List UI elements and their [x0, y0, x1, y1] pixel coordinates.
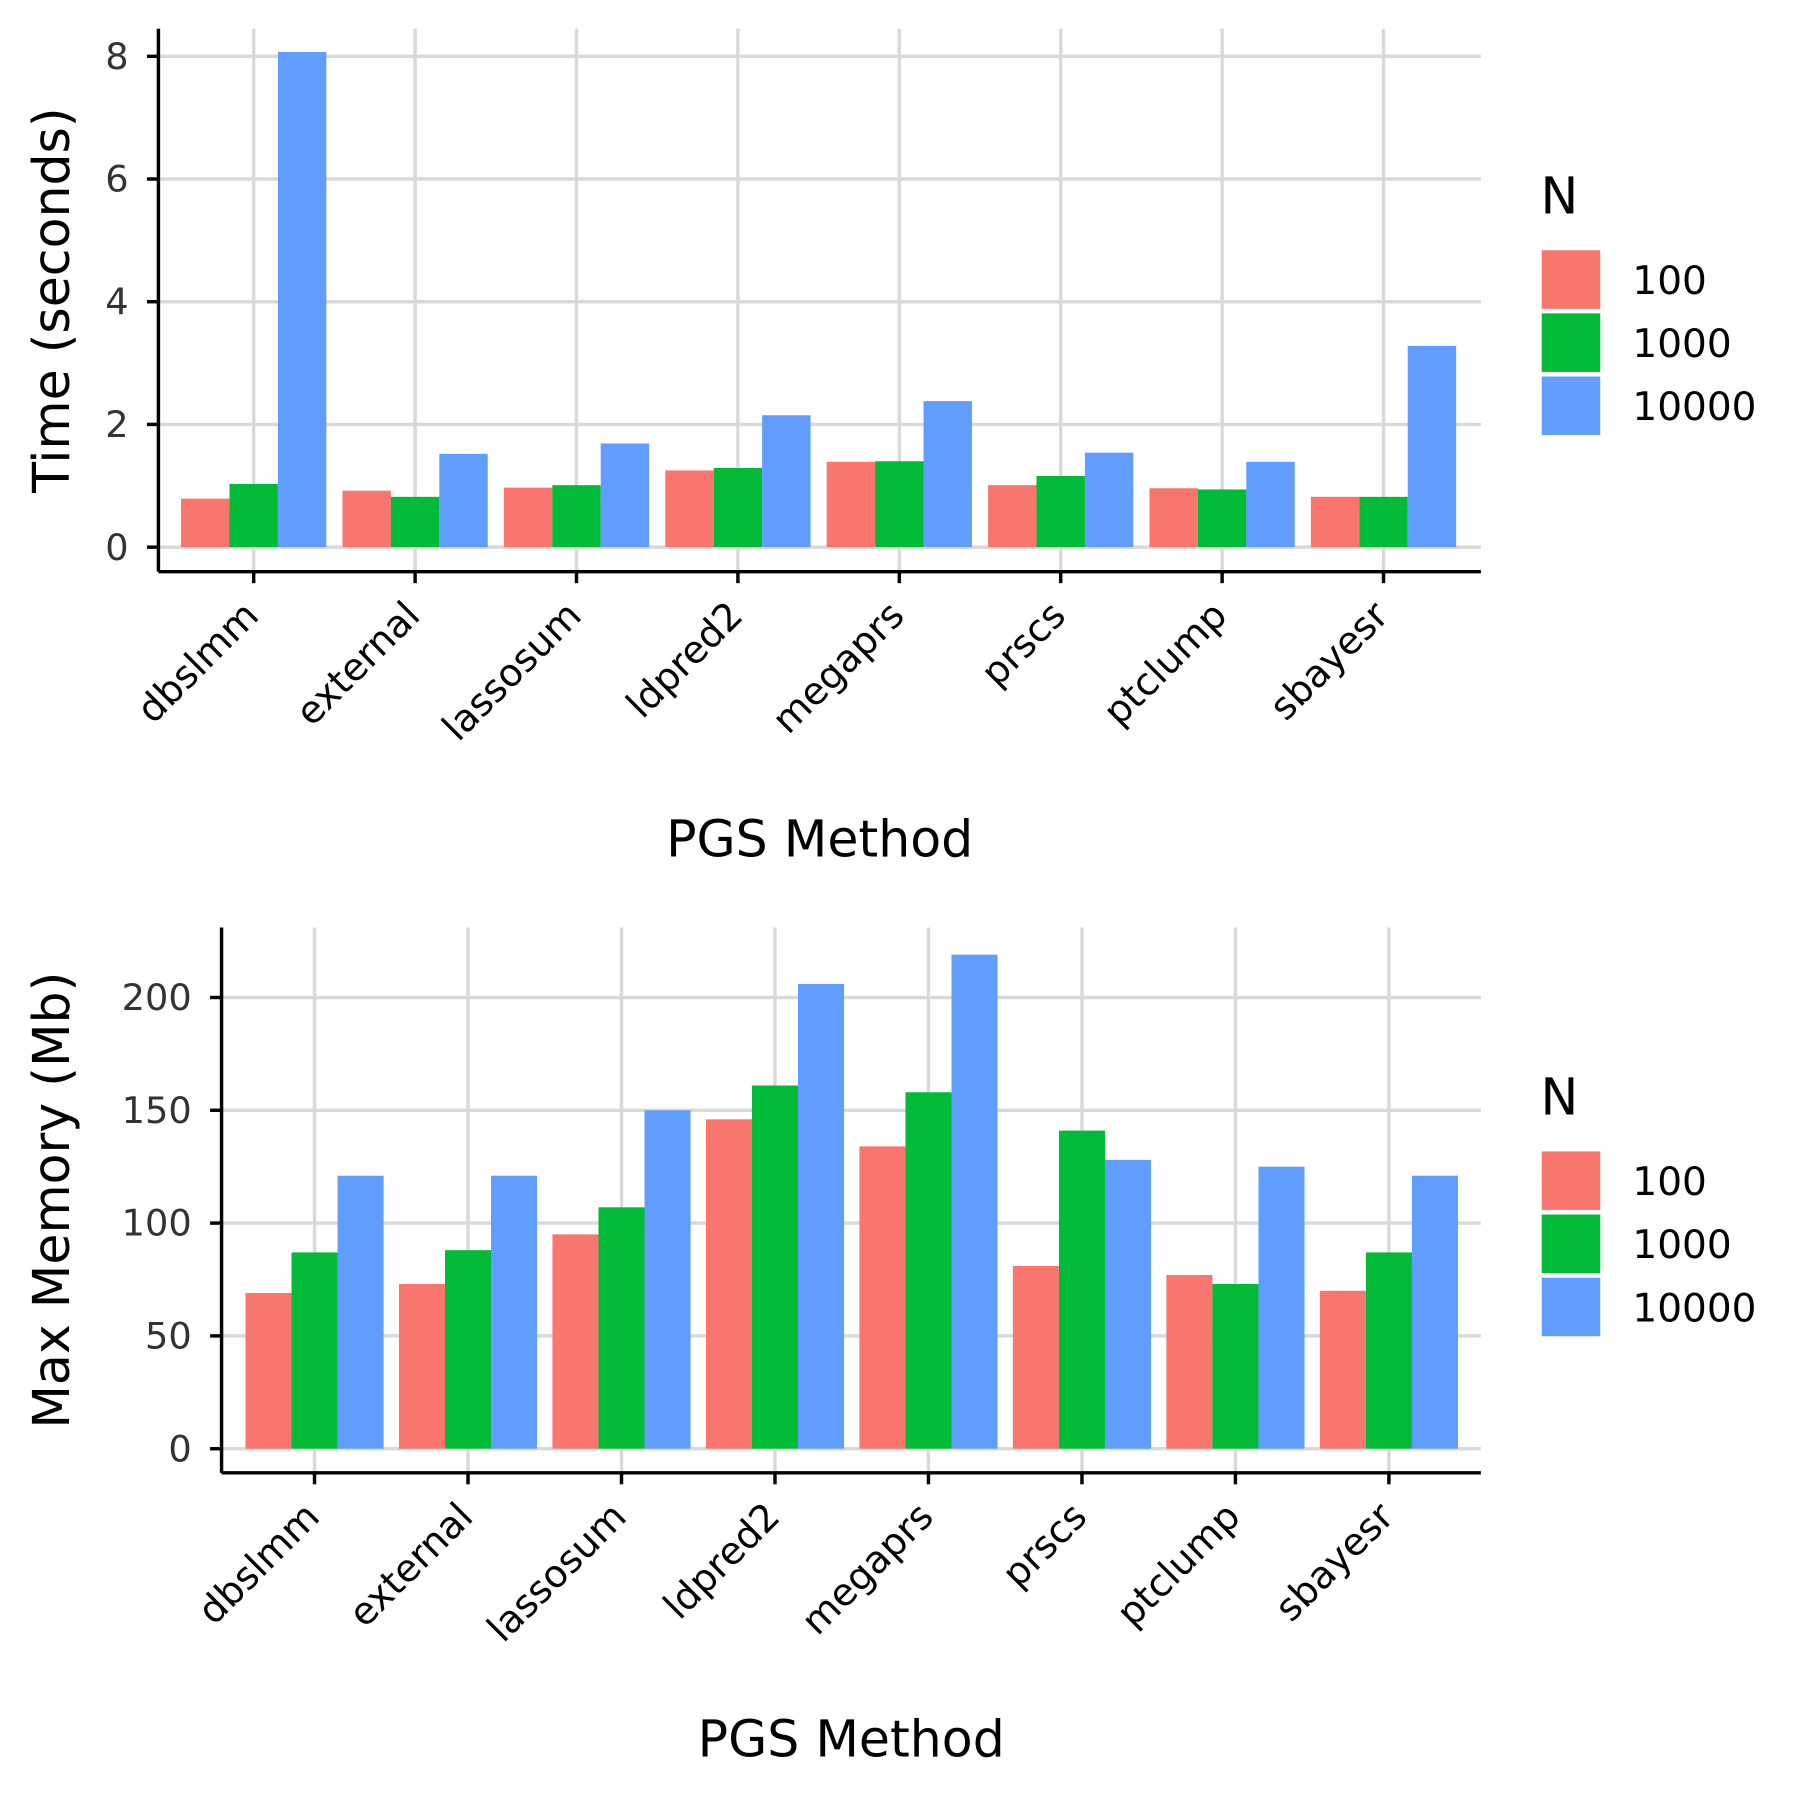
- x-tick-label: sbayesr: [1266, 1494, 1402, 1630]
- bar-prscs-100: [1012, 1265, 1059, 1449]
- bar-dbslmm-10000: [277, 52, 327, 548]
- x-tick-label: megaprs: [764, 593, 913, 742]
- bar-lassosum-1000: [552, 485, 601, 548]
- bar-lassosum-10000: [644, 1110, 691, 1449]
- bar-dbslmm-10000: [337, 1175, 384, 1449]
- bar-ptclump-10000: [1258, 1166, 1305, 1449]
- legend-label-1000: 1000: [1632, 322, 1731, 367]
- bar-ldpred2-10000: [762, 415, 811, 548]
- y-tick-label: 0: [105, 526, 128, 569]
- legend-title: N: [1541, 167, 1579, 226]
- legend-swatch-10000: [1541, 376, 1601, 436]
- bar-ldpred2-1000: [713, 467, 763, 548]
- bar-dbslmm-1000: [291, 1252, 338, 1449]
- bar-external-100: [342, 490, 391, 548]
- bar-sbayesr-1000: [1359, 496, 1408, 548]
- x-tick-label: ptclump: [1095, 593, 1236, 734]
- bar-lassosum-100: [503, 487, 553, 548]
- bar-ptclump-1000: [1197, 489, 1247, 548]
- x-tick-label: prscs: [972, 593, 1074, 695]
- legend-label-100: 100: [1632, 259, 1706, 304]
- x-axis-title: PGS Method: [666, 809, 973, 868]
- x-tick-label: dbslmm: [189, 1494, 328, 1633]
- legend-label-10000: 10000: [1632, 385, 1756, 430]
- bar-prscs-100: [988, 485, 1037, 548]
- legend-swatch-10000: [1541, 1277, 1601, 1337]
- bar-dbslmm-100: [245, 1293, 292, 1449]
- legend: N 100 1000 10000: [1541, 167, 1757, 436]
- y-axis-title: Time (seconds): [22, 107, 81, 493]
- legend-swatch-100: [1541, 250, 1601, 309]
- bar-external-1000: [390, 496, 440, 548]
- bar-external-10000: [439, 453, 488, 548]
- bar-megaprs-10000: [923, 401, 972, 548]
- bar-lassosum-100: [552, 1234, 599, 1449]
- legend-label-1000: 1000: [1632, 1223, 1731, 1268]
- legend-label-100: 100: [1632, 1160, 1706, 1205]
- bar-external-10000: [491, 1175, 538, 1449]
- x-tick-label: external: [287, 593, 428, 734]
- y-tick-label: 6: [105, 158, 128, 201]
- y-tick-label: 8: [105, 35, 128, 78]
- y-tick-label: 2: [105, 403, 128, 446]
- bar-sbayesr-100: [1310, 496, 1360, 548]
- bar-sbayesr-1000: [1365, 1252, 1412, 1449]
- bar-megaprs-10000: [951, 954, 998, 1449]
- x-tick-label: sbayesr: [1261, 593, 1397, 729]
- bar-sbayesr-10000: [1411, 1175, 1458, 1449]
- bar-megaprs-100: [826, 461, 876, 548]
- legend: N 100 1000 10000: [1541, 1068, 1757, 1337]
- x-tick-label: dbslmm: [128, 593, 267, 732]
- legend-swatch-1000: [1541, 313, 1601, 372]
- bar-prscs-1000: [1058, 1130, 1105, 1449]
- x-tick-label: lassosum: [478, 1494, 634, 1650]
- bar-ldpred2-10000: [798, 983, 845, 1449]
- bar-megaprs-1000: [875, 461, 924, 548]
- bar-prscs-10000: [1104, 1159, 1152, 1449]
- bar-ptclump-100: [1166, 1274, 1213, 1449]
- bar-ptclump-10000: [1246, 461, 1295, 548]
- y-tick-label: 50: [145, 1315, 192, 1358]
- bar-ptclump-100: [1149, 488, 1198, 548]
- bar-prscs-10000: [1084, 452, 1134, 548]
- y-tick-label: 200: [122, 976, 192, 1019]
- y-axis-title: Max Memory (Mb): [22, 972, 81, 1429]
- legend-label-10000: 10000: [1632, 1286, 1756, 1331]
- bar-megaprs-100: [859, 1146, 906, 1449]
- bar-ptclump-1000: [1212, 1284, 1259, 1449]
- y-tick-label: 150: [122, 1089, 192, 1132]
- bar-ldpred2-100: [665, 470, 714, 548]
- bar-ldpred2-100: [705, 1119, 752, 1449]
- bar-sbayesr-10000: [1407, 345, 1457, 548]
- y-tick-label: 0: [168, 1427, 191, 1470]
- x-tick-label: megaprs: [793, 1494, 942, 1643]
- bar-external-1000: [445, 1250, 492, 1449]
- x-tick-label: ldpred2: [618, 593, 751, 726]
- bar-external-100: [398, 1284, 446, 1449]
- x-tick-label: external: [340, 1494, 481, 1635]
- bar-ldpred2-1000: [751, 1085, 799, 1449]
- x-tick-label: lassosum: [433, 593, 589, 749]
- y-tick-label: 4: [105, 280, 128, 323]
- legend-swatch-1000: [1541, 1214, 1601, 1274]
- x-tick-label: ldpred2: [655, 1494, 788, 1627]
- x-axis-title: PGS Method: [698, 1709, 1005, 1768]
- panel-time: 0 2 4 6 8 dbslmm external lassosum ldpred2 megapr…: [22, 28, 1757, 868]
- bar-sbayesr-100: [1319, 1290, 1366, 1449]
- bar-lassosum-10000: [600, 443, 650, 548]
- x-tick-label: prscs: [993, 1494, 1095, 1596]
- bar-megaprs-1000: [905, 1092, 952, 1449]
- y-tick-label: 100: [122, 1202, 192, 1245]
- legend-title: N: [1541, 1068, 1579, 1127]
- x-tick-label: ptclump: [1108, 1494, 1249, 1635]
- bar-lassosum-1000: [598, 1207, 645, 1449]
- bar-prscs-1000: [1036, 475, 1085, 548]
- bar-dbslmm-100: [181, 498, 230, 548]
- legend-swatch-100: [1541, 1151, 1601, 1210]
- bar-dbslmm-1000: [229, 483, 278, 548]
